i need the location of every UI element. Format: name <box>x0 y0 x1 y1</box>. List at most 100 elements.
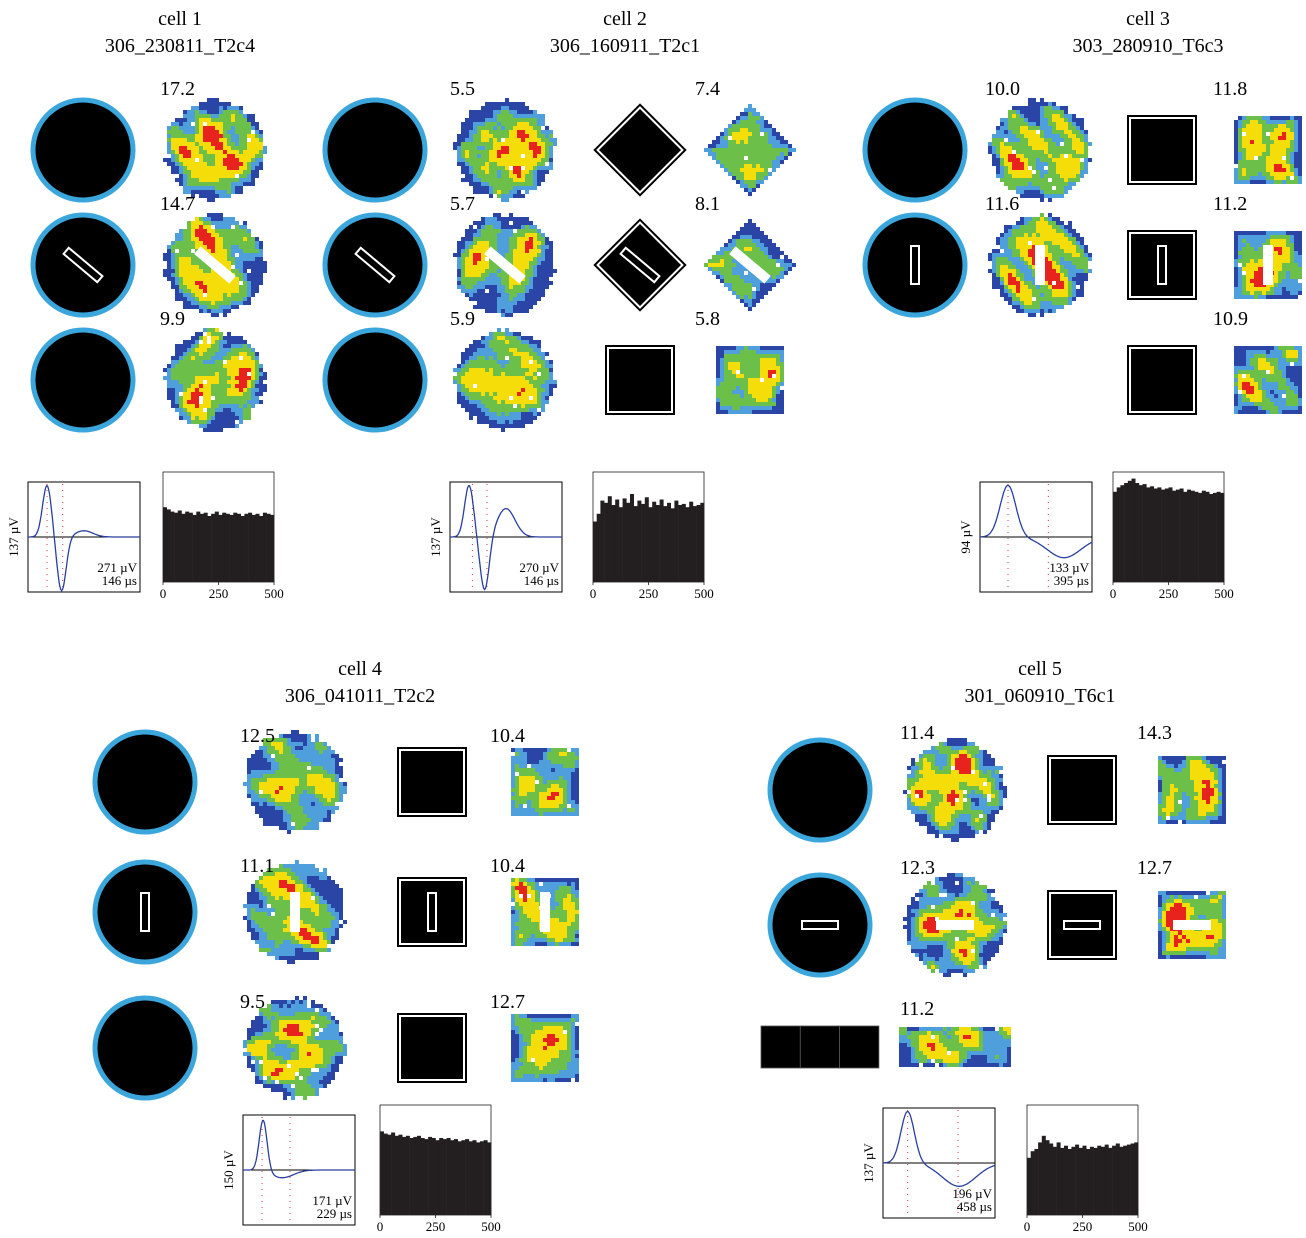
histogram-bar <box>468 1141 473 1215</box>
waveform-amplitude: 94 µV <box>958 520 973 554</box>
track-segment <box>799 1025 840 1069</box>
rate-map-level <box>1242 120 1294 180</box>
histogram-bar <box>1135 483 1140 582</box>
cell-label: cell 2 <box>603 8 647 30</box>
histogram-bar <box>681 503 686 582</box>
rate-map-level <box>911 750 995 826</box>
waveform-amplitude: 137 µV <box>428 517 443 557</box>
cell-id: 306_041011_T2c2 <box>285 685 435 707</box>
barrier <box>484 246 526 284</box>
histogram-bar <box>1201 490 1206 582</box>
box-inner <box>609 349 671 411</box>
histogram-bar <box>1124 483 1129 582</box>
rate-map <box>716 346 784 414</box>
histogram-bar <box>1041 1135 1046 1215</box>
histogram-bar <box>174 512 179 582</box>
circle-arena <box>92 859 198 965</box>
rate-map <box>453 328 557 432</box>
box-inner <box>1131 234 1193 296</box>
peak-rate: 11.6 <box>985 193 1019 215</box>
histogram-bar <box>1168 487 1173 582</box>
barrier <box>1063 920 1101 930</box>
environment <box>767 872 873 978</box>
rate-map-level <box>275 786 283 794</box>
cell-label: cell 1 <box>158 8 202 30</box>
waveform-peak: 270 µV <box>519 560 559 575</box>
peak-rate: 7.4 <box>695 78 720 100</box>
x-tick-label: 0 <box>590 586 597 601</box>
waveform-peak: 196 µV <box>952 1186 992 1201</box>
rate-map-level <box>1162 760 1218 816</box>
waveform-width: 229 µs <box>317 1206 352 1221</box>
histogram-bar <box>211 513 216 582</box>
environment <box>92 859 198 965</box>
waveform-amplitude: 137 µV <box>861 1143 876 1183</box>
histogram-bar <box>387 1134 392 1215</box>
rate-map <box>704 219 796 311</box>
histogram-bar <box>450 1140 455 1215</box>
circle-arena <box>322 97 428 203</box>
histogram-bar <box>1078 1147 1083 1215</box>
histogram-bar <box>626 502 631 582</box>
rate-map-level <box>259 872 327 948</box>
rate-map-level <box>1238 235 1302 299</box>
histogram-bar <box>166 509 171 582</box>
environment <box>397 747 467 817</box>
rate-map <box>243 860 347 964</box>
peak-rate: 11.1 <box>240 855 274 877</box>
peak-rate: 5.8 <box>695 308 720 330</box>
rate-map-level <box>247 1016 323 1080</box>
environment <box>593 103 687 197</box>
histogram-bar <box>1157 487 1162 582</box>
histogram-bar <box>1101 1146 1105 1215</box>
peak-rate: 12.3 <box>900 857 935 879</box>
peak-rate: 5.5 <box>450 78 475 100</box>
cell-id: 306_160911_T2c1 <box>550 35 700 57</box>
rate-map-level <box>919 1027 1011 1063</box>
barrier <box>729 246 771 284</box>
histogram-bar <box>255 513 260 582</box>
histogram-bar <box>185 511 190 582</box>
rate-map-level <box>704 239 784 299</box>
environment <box>322 97 428 203</box>
histogram-bar <box>181 513 186 582</box>
histogram-bar <box>1113 491 1117 582</box>
rate-map-level <box>988 102 1092 198</box>
x-tick-label: 0 <box>1024 1219 1031 1234</box>
histogram-bar <box>1086 1149 1091 1215</box>
rate-map-level <box>919 901 995 969</box>
box-inner <box>1051 759 1113 821</box>
histogram-bar <box>1097 1145 1102 1215</box>
rate-map-level <box>515 882 527 902</box>
histogram-bar <box>596 513 601 582</box>
x-tick-label: 250 <box>1159 586 1179 601</box>
circle-arena <box>30 327 136 433</box>
x-tick-label: 250 <box>639 586 659 601</box>
peak-rate: 14.7 <box>160 193 195 215</box>
rate-map-level <box>1166 903 1214 947</box>
histogram-bar <box>1150 486 1154 582</box>
rate-map-level <box>1238 116 1298 184</box>
rate-map-level <box>243 876 347 964</box>
rate-map-level <box>243 734 347 830</box>
waveform-trace <box>883 1110 996 1187</box>
cell-label: cell 4 <box>338 658 382 680</box>
barrier <box>427 892 437 932</box>
cell-label: cell 5 <box>1018 658 1062 680</box>
histogram-bar <box>1119 1146 1124 1215</box>
rate-map-level <box>1158 891 1226 959</box>
histogram-bar <box>630 494 634 582</box>
x-tick-label: 250 <box>209 586 229 601</box>
rate-map <box>1234 231 1302 299</box>
environment <box>760 1025 880 1069</box>
rate-map-level <box>1234 116 1302 184</box>
waveform-amplitude: 150 µV <box>221 1150 236 1190</box>
histogram-bar <box>1112 1145 1117 1215</box>
histogram-bar <box>611 505 616 582</box>
histogram-bar <box>1126 1144 1131 1215</box>
rate-map-level <box>907 742 999 830</box>
peak-rate: 10.0 <box>985 78 1020 100</box>
histogram-bar <box>1116 487 1121 582</box>
rate-map-level <box>511 878 579 942</box>
